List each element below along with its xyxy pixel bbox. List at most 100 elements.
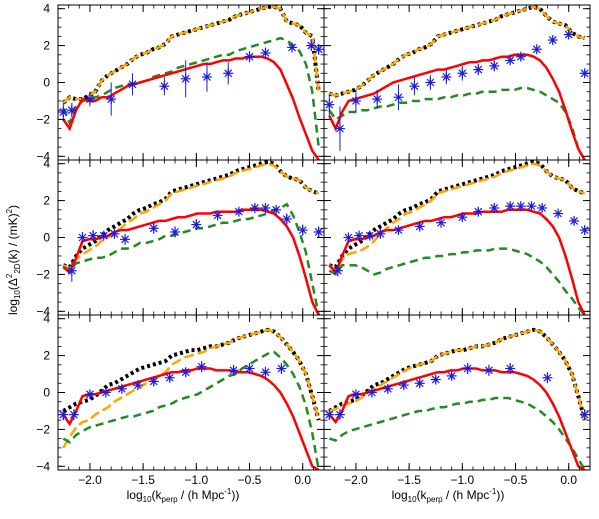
x-tick-label: −1.5: [397, 473, 421, 487]
data-point: [260, 366, 271, 378]
asterisk-marker: [334, 409, 345, 420]
asterisk-marker: [324, 409, 335, 420]
asterisk-marker: [515, 201, 526, 212]
asterisk-marker: [127, 79, 138, 90]
series-green-line: [328, 86, 586, 160]
asterisk-marker: [375, 228, 386, 239]
data-point: [526, 201, 537, 212]
y-tick-label: −4: [36, 149, 50, 163]
y-tick-label: −2: [36, 267, 50, 281]
series-green-line: [62, 350, 320, 470]
asterisk-marker: [372, 94, 383, 105]
data-point: [106, 82, 117, 116]
asterisk-marker: [180, 73, 191, 84]
data-point: [148, 376, 159, 387]
data-point: [84, 91, 95, 107]
data-point: [306, 40, 317, 52]
asterisk-marker: [180, 367, 191, 378]
data-point: [66, 259, 77, 282]
asterisk-marker: [446, 370, 457, 381]
data-point: [120, 233, 131, 245]
y-tick-label: 0: [43, 231, 50, 245]
asterisk-marker: [473, 64, 484, 75]
series-orange-line: [328, 162, 586, 273]
asterisk-marker: [196, 361, 207, 372]
asterisk-marker: [164, 372, 175, 383]
asterisk-marker: [260, 47, 271, 58]
x-tick-label: 0.0: [560, 473, 577, 487]
asterisk-marker: [84, 389, 95, 400]
data-point: [462, 362, 473, 375]
asterisk-marker: [393, 225, 404, 236]
data-point: [297, 224, 308, 236]
data-point: [148, 222, 159, 234]
asterisk-marker: [120, 234, 131, 245]
data-point: [409, 76, 420, 96]
asterisk-marker: [398, 380, 409, 391]
asterisk-marker: [109, 228, 120, 239]
data-point: [364, 230, 375, 241]
data-point: [212, 210, 223, 221]
panel-r1c0: [57, 159, 325, 316]
data-point: [354, 230, 365, 241]
data-point: [334, 106, 345, 151]
data-point: [170, 226, 181, 238]
data-point: [233, 206, 244, 217]
data-point: [489, 60, 500, 72]
data-point: [563, 29, 574, 40]
asterisk-marker: [579, 225, 590, 236]
asterisk-marker: [98, 230, 109, 241]
data-point: [159, 76, 170, 96]
series-green-line: [328, 396, 586, 470]
panel-grid: [57, 4, 591, 471]
data-point: [109, 228, 120, 239]
asterisk-marker: [382, 383, 393, 394]
asterisk-marker: [409, 81, 420, 92]
x-tick-label: −0.5: [504, 473, 528, 487]
asterisk-marker: [228, 365, 239, 376]
asterisk-marker: [106, 94, 117, 105]
data-point: [372, 89, 383, 109]
asterisk-marker: [233, 206, 244, 217]
asterisk-marker: [271, 204, 282, 215]
asterisk-marker: [68, 409, 79, 420]
series-red-line: [328, 367, 586, 470]
data-point: [515, 51, 526, 62]
data-point: [324, 409, 335, 421]
series-black-line: [328, 5, 586, 98]
y-tick-label: −4: [36, 459, 50, 473]
data-point: [579, 409, 590, 421]
data-point: [244, 51, 255, 63]
data-point: [132, 380, 143, 391]
asterisk-marker: [287, 42, 298, 53]
y-tick-label: 4: [43, 157, 50, 171]
asterisk-marker: [441, 71, 452, 82]
asterisk-marker: [66, 265, 77, 276]
x-tick-label: −1.0: [450, 473, 474, 487]
data-point: [393, 84, 404, 111]
x-tick-label: −1.5: [131, 473, 155, 487]
asterisk-marker: [436, 217, 447, 228]
asterisk-marker: [425, 77, 436, 88]
data-point: [223, 62, 234, 85]
series-orange-line: [328, 328, 586, 421]
x-tick-labels: −2.0 −1.5 −1.0 −0.5 0.0 −2.0 −1.5 −1.0 −0.5 0.0: [78, 473, 577, 487]
data-point: [88, 230, 99, 242]
data-point: [350, 389, 361, 400]
asterisk-marker: [132, 380, 143, 391]
y-tick-label: −2: [36, 112, 50, 126]
plot-area: [324, 327, 590, 470]
asterisk-marker: [100, 387, 111, 398]
data-point: [547, 35, 558, 46]
data-point: [483, 364, 494, 376]
asterisk-marker: [297, 225, 308, 236]
asterisk-marker: [260, 367, 271, 378]
plot-area: [58, 5, 324, 160]
plot-area: [62, 160, 324, 315]
asterisk-marker: [350, 389, 361, 400]
data-point: [382, 383, 393, 394]
asterisk-marker: [244, 51, 255, 62]
asterisk-marker: [542, 372, 553, 383]
data-point: [127, 73, 138, 96]
